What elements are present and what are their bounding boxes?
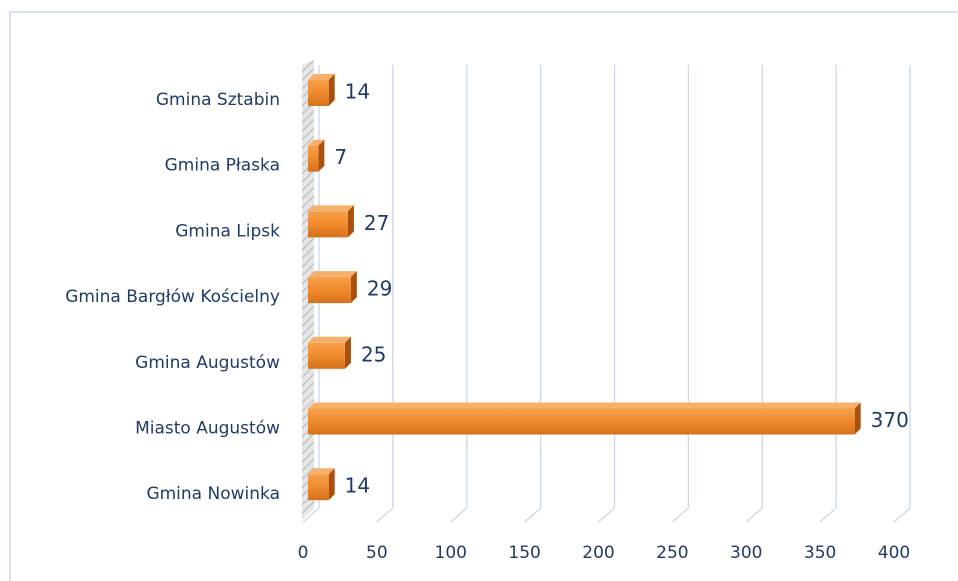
value-label: 25: [361, 342, 386, 366]
bar-front: [308, 474, 329, 501]
bar-top: [308, 402, 861, 409]
x-tick-label: 350: [804, 543, 836, 563]
x-tick-label: 100: [435, 543, 467, 563]
x-tick-label: 400: [878, 543, 910, 563]
x-tick-label: 200: [582, 543, 614, 563]
bar: [308, 271, 357, 304]
grid-line: [524, 65, 542, 523]
bar: [308, 336, 351, 369]
bar-side: [328, 74, 335, 106]
bar-top: [308, 139, 325, 146]
y-tick-label: Gmina Sztabin: [156, 90, 280, 110]
value-label: 370: [871, 408, 909, 432]
bar-front: [308, 277, 351, 304]
bar-side: [854, 402, 861, 435]
grid-line: [671, 65, 690, 523]
bar-front: [308, 80, 329, 106]
bar: [308, 74, 335, 106]
grid-line: [819, 65, 837, 523]
y-tick-label: Gmina Nowinka: [146, 484, 280, 504]
bar-front: [308, 408, 855, 435]
bar-top: [308, 468, 335, 475]
grid-line: [598, 65, 616, 523]
y-tick-label: Miasto Augustów: [135, 419, 280, 439]
bar-front: [308, 211, 348, 238]
x-tick-label: 50: [366, 543, 388, 563]
y-tick-label: Gmina Płaska: [165, 156, 280, 176]
bar-front: [308, 145, 319, 172]
bar: [308, 468, 335, 501]
bar-top: [308, 74, 335, 80]
grid-line: [745, 65, 763, 523]
x-tick-label: 0: [298, 543, 309, 563]
bar-top: [308, 336, 351, 343]
frame: [9, 11, 958, 581]
bar-side: [347, 205, 354, 238]
bar-side: [328, 468, 335, 501]
grid-line: [376, 65, 394, 523]
x-tick-label: 300: [730, 543, 762, 563]
y-tick-label: Gmina Bargłów Kościelny: [65, 287, 280, 307]
value-label: 29: [367, 277, 392, 301]
value-label: 14: [345, 80, 370, 104]
bar-top: [308, 271, 357, 278]
grid-line: [450, 65, 468, 523]
bar-side: [350, 271, 357, 304]
bar-top: [308, 205, 354, 212]
bar: [308, 205, 354, 238]
value-label: 7: [334, 145, 347, 169]
value-label: 27: [364, 211, 389, 235]
bar-front: [308, 342, 345, 369]
y-tick-label: Gmina Augustów: [135, 353, 280, 373]
x-tick-label: 150: [508, 543, 540, 563]
bar-side: [344, 336, 351, 369]
bar: [308, 139, 325, 172]
y-tick-label: Gmina Lipsk: [175, 221, 280, 241]
value-label: 14: [345, 474, 370, 498]
bar: [308, 402, 861, 435]
bar-side: [318, 139, 325, 172]
grid-line: [893, 65, 911, 523]
x-tick-label: 250: [656, 543, 688, 563]
